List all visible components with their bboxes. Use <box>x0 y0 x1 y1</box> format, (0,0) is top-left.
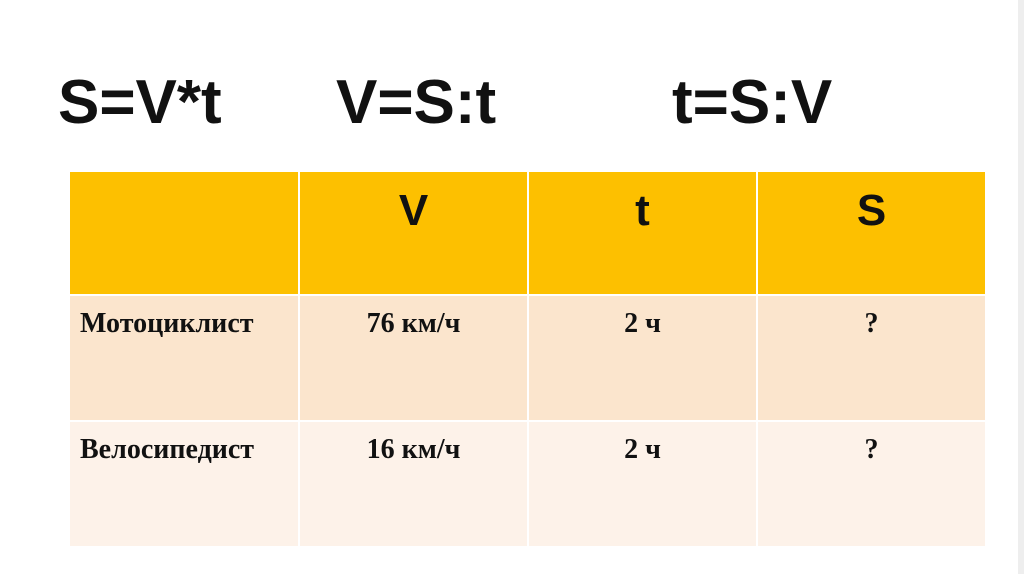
formula: t=S:V <box>672 68 833 137</box>
cell: 76 км/ч <box>298 294 529 422</box>
formula: V=S:t <box>336 68 497 137</box>
cell: ? <box>756 420 987 548</box>
cell: 2 ч <box>527 420 758 548</box>
cell: 16 км/ч <box>298 420 529 548</box>
cell: ? <box>756 294 987 422</box>
formula: S=V*t <box>58 68 222 137</box>
header-cell: S <box>756 170 987 296</box>
header-cell <box>68 170 300 296</box>
data-table: V t S Мотоциклист 76 км/ч 2 ч ? Велосипе… <box>68 170 987 548</box>
header-cell: V <box>298 170 529 296</box>
row-label: Мотоциклист <box>68 294 300 422</box>
header-cell: t <box>527 170 758 296</box>
row-label: Велосипедист <box>68 420 300 548</box>
cell: 2 ч <box>527 294 758 422</box>
